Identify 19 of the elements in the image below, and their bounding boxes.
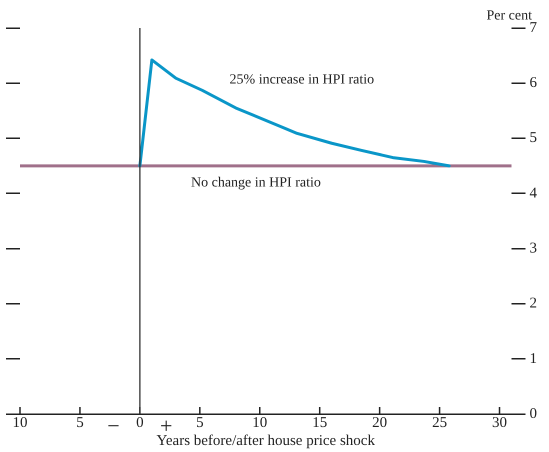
x-tick-label: 15 [312,414,328,431]
x-tick-label: 5 [76,414,84,431]
x-tick-label: 10 [252,414,268,431]
series-label: 25% increase in HPI ratio [230,72,374,88]
x-tick-label: 30 [492,414,508,431]
x-tick-label: 25 [432,414,448,431]
annotation: − [107,412,120,438]
y-tick-label: 5 [530,130,537,146]
x-tick-label: 0 [136,414,144,431]
x-tick-label: 5 [196,414,204,431]
series-label: No change in HPI ratio [190,176,321,191]
y-tick-label: 4 [530,185,538,202]
y-tick-label: 6 [530,75,538,92]
y-tick-label: 3 [530,240,537,257]
y-tick-label: 1 [530,350,537,367]
y-tick-label: 7 [530,20,538,36]
x-tick-label: 20 [372,414,388,431]
y-tick-label: 2 [530,296,537,312]
x-tick-label: 10 [12,414,28,431]
